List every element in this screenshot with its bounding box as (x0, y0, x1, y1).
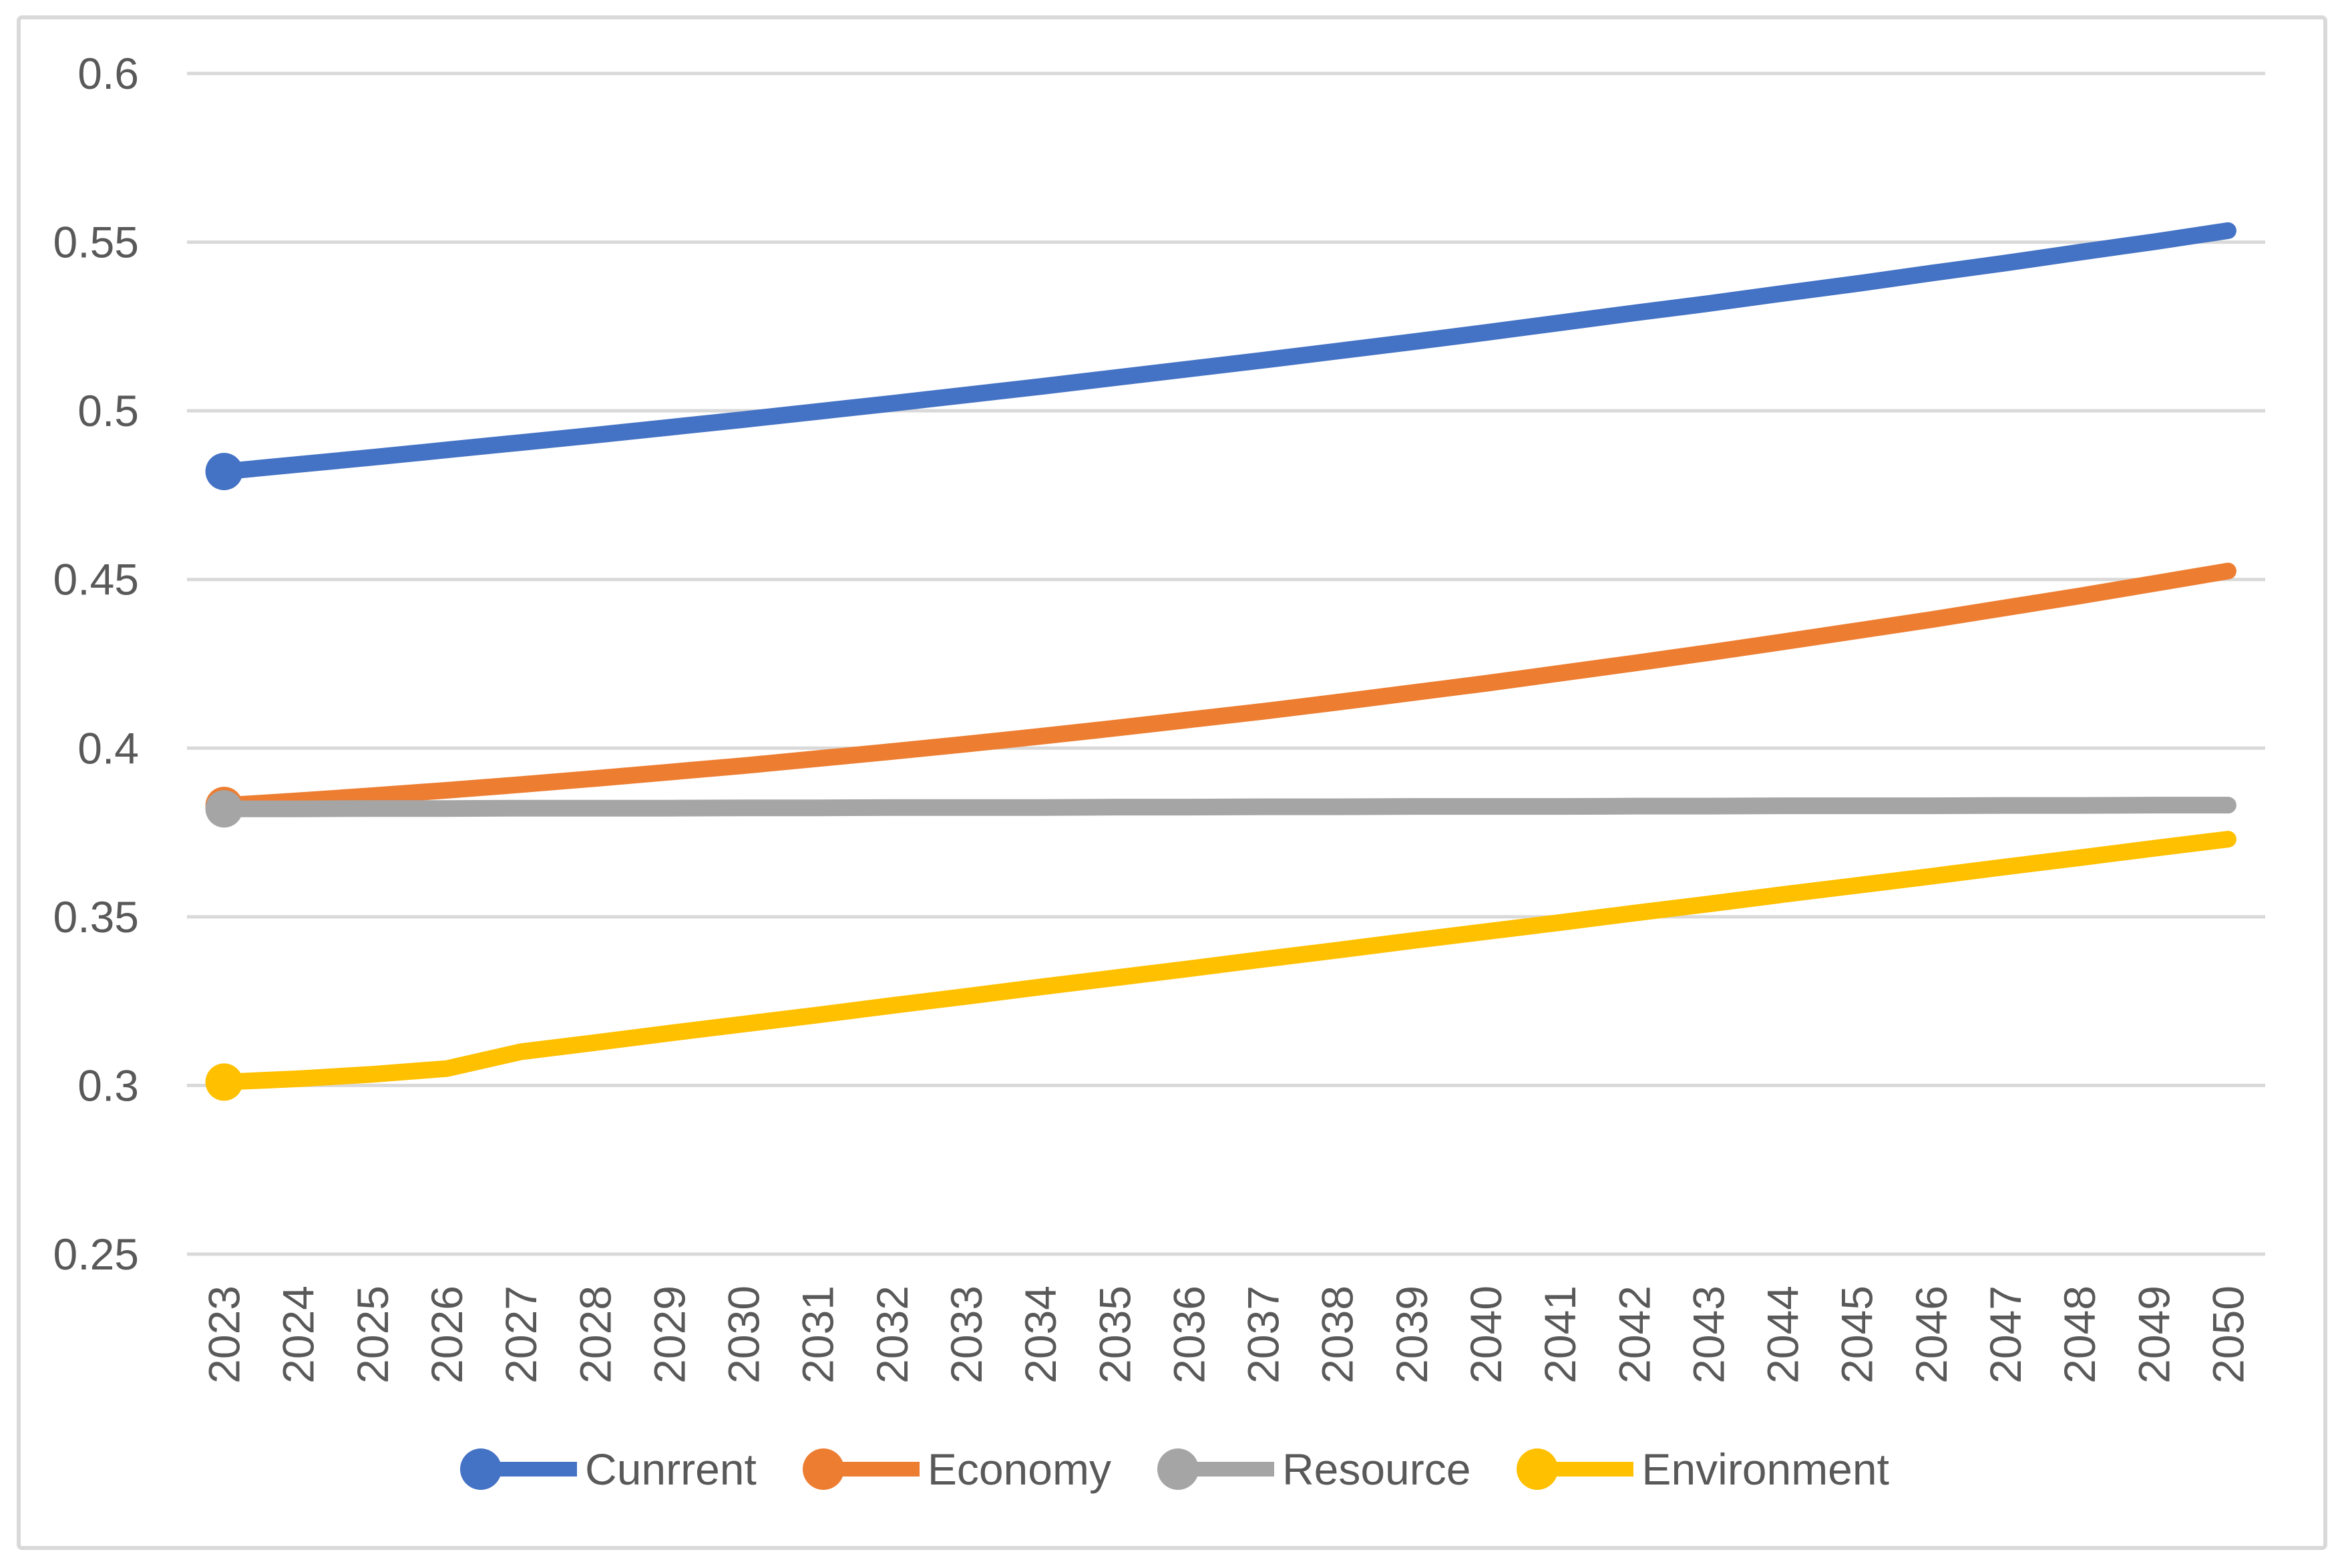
legend-item-cunrrent: Cunrrent (457, 1446, 757, 1493)
series-first-point-marker-resource (205, 790, 243, 828)
legend-key-economy-icon (802, 1448, 920, 1490)
series-first-point-marker-cunrrent (205, 453, 243, 491)
x-axis-tick-label-2036: 2036 (1164, 1286, 1213, 1384)
x-axis-tick-label-2039: 2039 (1387, 1286, 1436, 1384)
x-axis-tick-label-2046: 2046 (1907, 1286, 1956, 1384)
legend-label: Environment (1641, 1444, 1889, 1494)
legend-key-resource-icon (1157, 1448, 1274, 1490)
x-axis-tick-label-2023: 2023 (200, 1286, 249, 1384)
x-axis-tick-label-2025: 2025 (348, 1286, 397, 1384)
y-axis-tick-label: 0.3 (77, 1060, 139, 1110)
series-first-point-marker-environment (205, 1063, 243, 1101)
legend-label: Cunrrent (585, 1444, 757, 1494)
x-axis-tick-label-2026: 2026 (422, 1286, 471, 1384)
x-axis-tick-label-2040: 2040 (1461, 1286, 1511, 1384)
y-axis-tick-label: 0.35 (53, 892, 139, 942)
series-line-cunrrent (216, 222, 2236, 480)
legend: Cunrrent Economy Resource Environment (0, 1437, 2346, 1501)
legend-label: Resource (1282, 1444, 1471, 1494)
x-axis-tick-label-2029: 2029 (644, 1286, 694, 1384)
x-axis-tick-label-2037: 2037 (1239, 1286, 1288, 1384)
x-axis-tick-label-2032: 2032 (867, 1286, 917, 1384)
y-axis-tick-label: 0.4 (77, 723, 139, 773)
x-axis-tick-label-2027: 2027 (496, 1286, 546, 1384)
legend-key-environment-icon (1517, 1448, 1634, 1490)
x-axis-tick-label-2043: 2043 (1684, 1286, 1733, 1384)
series-line-environment (216, 831, 2236, 1091)
legend-item-resource: Resource (1154, 1446, 1471, 1493)
x-axis-tick-label-2049: 2049 (2129, 1286, 2178, 1384)
legend-item-environment: Environment (1513, 1446, 1889, 1493)
x-axis-tick-label-2028: 2028 (570, 1286, 620, 1384)
legend-label: Economy (927, 1444, 1111, 1494)
legend-key-cunrrent-icon (460, 1448, 578, 1490)
y-axis-tick-label: 0.55 (53, 218, 139, 267)
x-axis-tick-label-2034: 2034 (1016, 1286, 1065, 1384)
y-axis-tick-label: 0.5 (77, 386, 139, 435)
legend-item-economy: Economy (799, 1446, 1111, 1493)
x-axis-tick-label-2041: 2041 (1535, 1286, 1585, 1384)
x-axis-tick-label-2024: 2024 (274, 1286, 323, 1384)
series-line-economy (216, 562, 2236, 814)
series-line-resource (216, 797, 2236, 817)
x-axis-tick-label-2042: 2042 (1609, 1286, 1659, 1384)
x-axis-tick-label-2044: 2044 (1758, 1286, 1808, 1384)
x-axis-tick-label-2031: 2031 (793, 1286, 843, 1384)
y-axis-tick-label: 0.6 (77, 49, 139, 98)
x-axis-tick-label-2038: 2038 (1313, 1286, 1362, 1384)
x-axis-tick-label-2033: 2033 (942, 1286, 991, 1384)
y-axis-tick-label: 0.25 (53, 1229, 139, 1279)
x-axis-tick-label-2030: 2030 (719, 1286, 769, 1384)
x-axis-tick-label-2050: 2050 (2203, 1286, 2253, 1384)
x-axis-tick-label-2047: 2047 (1981, 1286, 2030, 1384)
y-axis-tick-label: 0.45 (53, 555, 139, 604)
x-axis-tick-label-2048: 2048 (2055, 1286, 2104, 1384)
x-axis-tick-label-2045: 2045 (1832, 1286, 1882, 1384)
x-axis-tick-label-2035: 2035 (1090, 1286, 1139, 1384)
